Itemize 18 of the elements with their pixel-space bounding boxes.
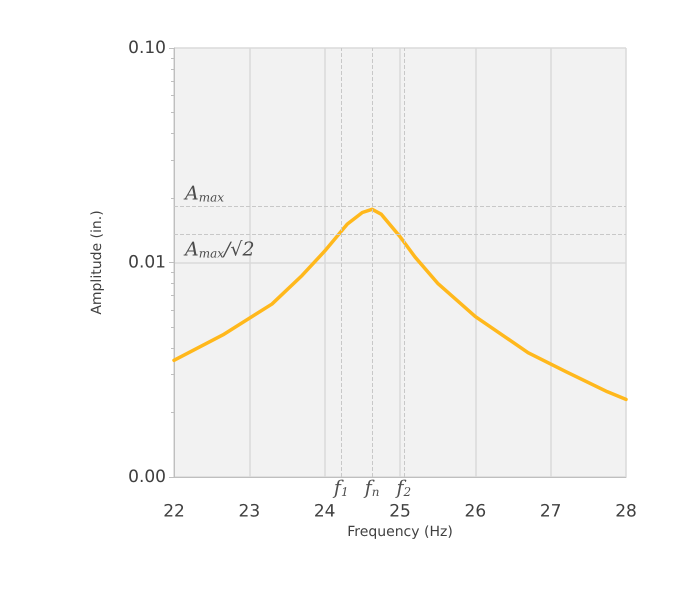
y-tick-label: 0.01 (128, 252, 166, 272)
x-tick-label: 28 (615, 502, 637, 522)
ref-line-label: Amax (183, 182, 224, 205)
ref-line-label: Amax/√2 (183, 238, 255, 261)
line-series (172, 208, 628, 402)
x-tick-label: 22 (163, 502, 185, 522)
ref-line-label: f1 (332, 477, 349, 499)
y-tick-label: 0.10 (128, 38, 166, 58)
y-tick-label: 0.00 (128, 467, 166, 487)
x-tick-label: 26 (464, 502, 486, 522)
x-tick-label: 27 (540, 502, 562, 522)
x-tick-label: 23 (238, 502, 260, 522)
ref-line-label: fn (362, 477, 380, 499)
x-axis-title: Frequency (Hz) (347, 524, 453, 540)
x-tick-label: 25 (389, 502, 411, 522)
ref-line-label: f2 (394, 477, 412, 499)
y-axis-title: Amplitude (in.) (89, 210, 105, 315)
x-tick-label: 24 (314, 502, 336, 522)
